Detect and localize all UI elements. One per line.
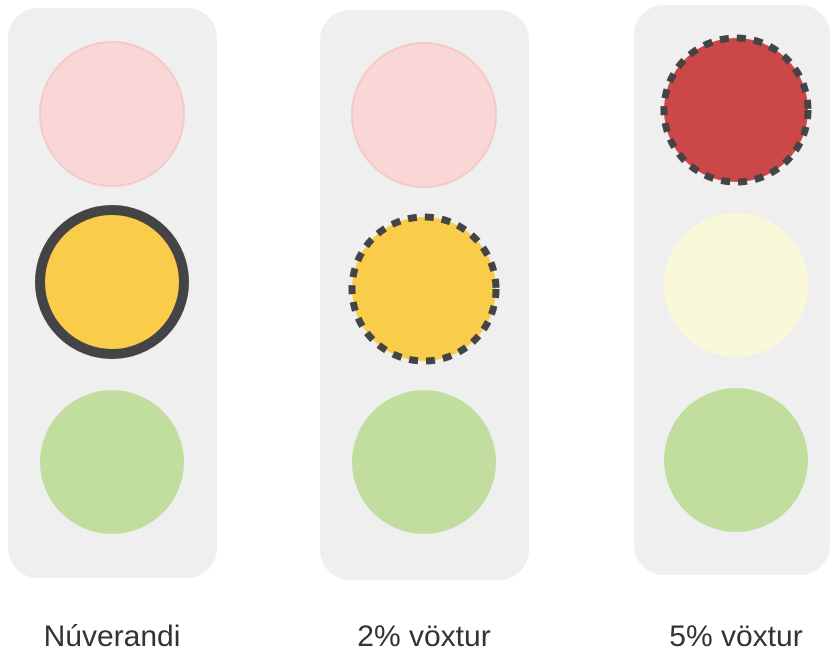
red-lamp <box>39 41 185 187</box>
yellow-lamp <box>348 213 500 365</box>
label: 5% vöxtur <box>669 620 802 653</box>
label: Núverandi <box>44 620 181 653</box>
traffic-light: 5% vöxtur <box>634 5 830 653</box>
traffic-light: 2% vöxtur <box>320 10 529 653</box>
red-lamp <box>351 42 497 188</box>
yellow-lamp <box>35 205 189 359</box>
traffic-light: Núverandi <box>8 8 217 653</box>
label: 2% vöxtur <box>357 620 490 653</box>
yellow-lamp <box>664 213 808 357</box>
green-lamp <box>40 390 184 534</box>
green-lamp <box>664 388 808 532</box>
green-lamp <box>352 390 496 534</box>
red-lamp <box>660 34 812 186</box>
